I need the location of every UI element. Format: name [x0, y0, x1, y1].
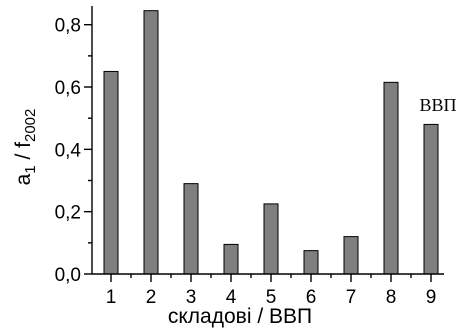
x-tick-label: 8	[386, 287, 397, 308]
y-axis-title-main: a	[12, 173, 35, 185]
x-tick-label: 1	[106, 287, 117, 308]
bars-group	[103, 10, 439, 275]
x-tick-label: 3	[186, 287, 197, 308]
y-tick-label: 0,0	[55, 265, 81, 286]
x-tick-label: 4	[226, 287, 237, 308]
y-tick-label: 0,6	[55, 78, 81, 99]
bar-6	[303, 250, 319, 275]
y-ticks-group: 0,0 0,2 0,4 0,6 0,8	[55, 16, 92, 286]
y-axis-title: a1 / f2002	[12, 109, 39, 186]
y-tick-label: 0,4	[55, 140, 82, 161]
y-axis-title-mid: / f	[12, 142, 35, 166]
x-tick-label: 2	[146, 287, 157, 308]
y-tick-label: 0,8	[55, 16, 81, 37]
bar-8	[383, 81, 399, 275]
x-tick-label: 6	[306, 287, 317, 308]
bar-4	[223, 243, 239, 275]
bar-5	[263, 203, 279, 275]
bar-7	[343, 236, 359, 275]
x-ticks-group: 1 2 3 4 5 6 7 8 9	[106, 274, 437, 308]
y-axis-title-sub1: 1	[22, 165, 39, 173]
x-tick-label: 9	[426, 287, 437, 308]
bar-2	[143, 10, 159, 275]
y-tick-label: 0,2	[55, 203, 81, 224]
bar-9	[423, 123, 439, 275]
x-axis-title: складові / ВВП	[168, 305, 312, 328]
bar-1	[103, 70, 119, 275]
x-tick-label: 5	[266, 287, 277, 308]
x-tick-label: 7	[346, 287, 357, 308]
bar-annotation: ВВП	[419, 95, 456, 115]
bar-3	[183, 183, 199, 275]
y-axis-title-sub2: 2002	[22, 109, 39, 142]
